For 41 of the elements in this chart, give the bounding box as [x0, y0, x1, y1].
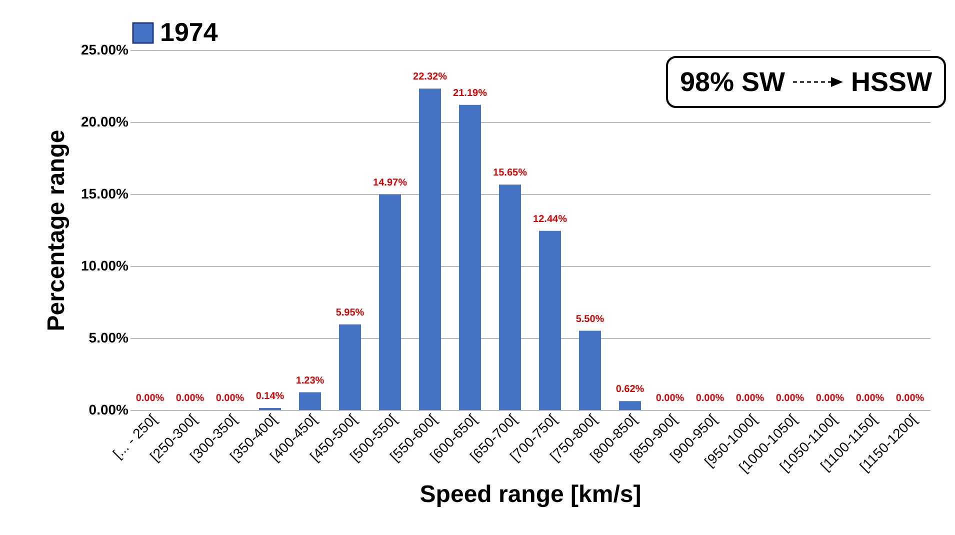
- data-label: 0.00%: [736, 393, 764, 404]
- data-label: 0.00%: [856, 393, 884, 404]
- data-label: 0.14%: [256, 390, 284, 402]
- data-label: 5.50%: [576, 314, 604, 325]
- data-label: 5.95%: [336, 307, 364, 318]
- y-tick-label: 20.00%: [81, 114, 130, 130]
- data-label: 0.00%: [776, 393, 804, 404]
- data-label: 0.00%: [216, 393, 244, 404]
- data-label: 0.00%: [896, 393, 924, 404]
- bar: [339, 324, 361, 410]
- data-label: 15.65%: [493, 168, 528, 179]
- y-axis-title: Percentage range: [43, 130, 70, 332]
- bar: [299, 392, 321, 410]
- x-axis-title: Speed range [km/s]: [420, 481, 642, 508]
- bar: [459, 104, 481, 410]
- y-tick-label: 15.00%: [81, 186, 130, 202]
- bar: [379, 194, 401, 410]
- data-label: 0.00%: [656, 393, 684, 404]
- data-label: 0.00%: [136, 393, 164, 404]
- bar: [499, 184, 521, 410]
- data-label: 0.62%: [616, 384, 644, 396]
- bar: [539, 230, 561, 410]
- data-label: 0.00%: [696, 393, 724, 404]
- y-tick-label: 25.00%: [81, 42, 130, 58]
- legend-label: 1974: [160, 17, 218, 47]
- annotation: HSSW: [851, 66, 932, 98]
- data-label: 0.00%: [816, 393, 844, 404]
- bar: [579, 330, 601, 410]
- data-label: 21.19%: [453, 88, 488, 99]
- data-label: 12.44%: [533, 214, 568, 225]
- data-label: 22.32%: [413, 72, 448, 83]
- data-label: 1.23%: [296, 375, 324, 386]
- y-tick-label: 10.00%: [81, 258, 130, 274]
- y-tick-label: 5.00%: [88, 330, 130, 346]
- y-tick-label: 0.00%: [88, 402, 130, 418]
- bar: [619, 401, 641, 410]
- bar: [419, 88, 441, 410]
- data-label: 0.00%: [176, 393, 204, 404]
- text-box: 98% SW HSSW: [666, 56, 946, 108]
- data-label: 14.97%: [373, 177, 408, 188]
- annotation: 98% SW: [680, 66, 786, 98]
